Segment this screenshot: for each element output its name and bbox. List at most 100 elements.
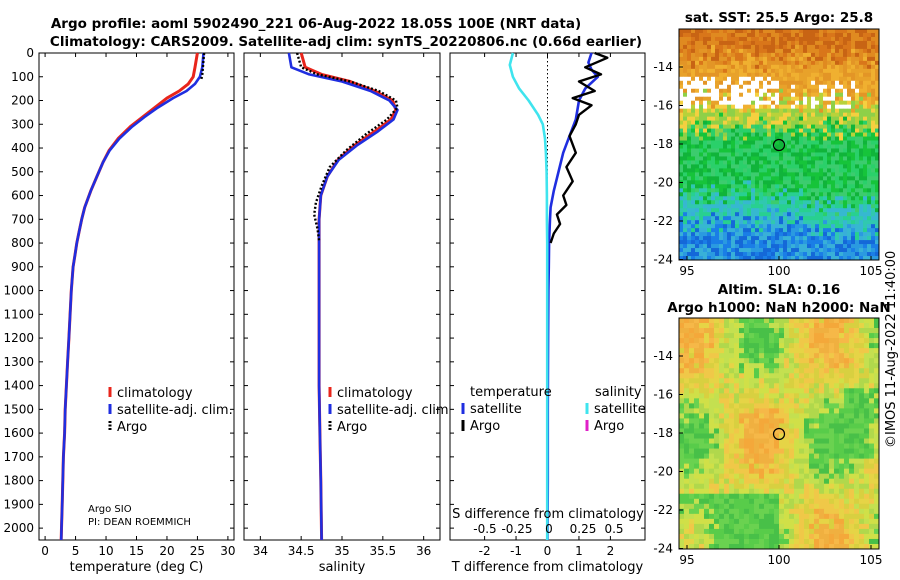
map-cell	[834, 428, 840, 434]
map-cell	[779, 398, 785, 404]
map-cell	[755, 200, 760, 205]
map-cell	[803, 152, 808, 157]
map-cell	[823, 124, 828, 129]
map-cell	[687, 96, 692, 102]
map-cell	[759, 508, 765, 515]
map-cell	[724, 358, 730, 364]
y-tick-label: 700	[11, 212, 34, 226]
map-cell	[851, 44, 856, 50]
map-cell	[839, 212, 844, 217]
map-cell	[775, 184, 780, 189]
map-cell	[803, 176, 808, 181]
map-cell	[729, 338, 735, 344]
map-cell	[799, 188, 804, 193]
map-cell	[819, 232, 824, 237]
map-cell	[729, 318, 735, 324]
map-cell	[831, 188, 836, 193]
map-cell	[724, 448, 730, 454]
map-cell	[764, 348, 770, 354]
map-cell	[824, 368, 830, 374]
map-cell	[807, 52, 812, 58]
series-temperature-argo	[199, 52, 206, 81]
map-cell	[699, 64, 704, 70]
map-cell	[839, 438, 845, 444]
map-cell	[819, 104, 824, 110]
map-cell	[875, 92, 880, 98]
map-cell	[704, 323, 710, 329]
map-cell	[687, 196, 692, 201]
map-cell	[847, 116, 852, 121]
map-cell	[709, 528, 715, 535]
map-cell	[764, 513, 770, 520]
map-cell	[683, 232, 688, 237]
map-cell	[679, 176, 684, 181]
x-tick-label: 0	[544, 544, 552, 558]
map-cell	[811, 132, 816, 137]
map-cell	[679, 120, 684, 125]
map-cell	[814, 508, 820, 515]
map-cell	[699, 120, 704, 125]
map-cell	[864, 468, 870, 475]
map-cell	[799, 108, 804, 114]
map-cell	[807, 172, 812, 177]
map-cell	[695, 232, 700, 237]
map-cell	[859, 204, 864, 209]
map-cell	[703, 100, 708, 106]
map-cell	[867, 48, 872, 54]
map-cell	[679, 413, 685, 419]
map-cell	[731, 180, 736, 185]
map-cell	[679, 76, 684, 82]
map-cell	[779, 108, 784, 114]
map-cell	[775, 100, 780, 106]
map-cell	[835, 196, 840, 201]
map-cell	[871, 120, 876, 125]
map-cell	[875, 172, 880, 177]
map-cell	[689, 383, 695, 389]
map-cell	[771, 72, 776, 78]
map-cell	[843, 48, 848, 54]
map-cell	[691, 224, 696, 229]
map-cell	[683, 140, 688, 145]
map-cell	[735, 76, 740, 82]
map-cell	[703, 108, 708, 114]
map-cell	[771, 172, 776, 177]
map-cell	[727, 64, 732, 70]
map-cell	[699, 184, 704, 189]
map-cell	[787, 256, 792, 261]
map-cell	[759, 160, 764, 165]
map-cell	[831, 256, 836, 261]
map-cell	[724, 398, 730, 404]
map-cell	[743, 100, 748, 106]
map-cell	[803, 68, 808, 74]
map-cell	[691, 164, 696, 169]
map-cell	[855, 224, 860, 229]
map-cell	[751, 84, 756, 90]
map-cell	[774, 448, 780, 454]
map-cell	[755, 100, 760, 106]
map-cell	[854, 513, 860, 520]
map-cell	[843, 92, 848, 98]
map-cell	[749, 443, 755, 449]
map-cell	[875, 236, 880, 241]
map-cell	[763, 196, 768, 201]
map-cell	[771, 29, 776, 34]
panel-temperature: 0100200300400500600700800900100011001200…	[3, 46, 235, 575]
map-cell	[829, 333, 835, 339]
map-cell	[819, 120, 824, 125]
map-cell	[755, 136, 760, 141]
map-cell	[775, 72, 780, 78]
map-cell	[819, 112, 824, 118]
map-cell	[814, 403, 820, 409]
map-cell	[679, 453, 685, 460]
map-cell	[823, 156, 828, 161]
map-cell	[867, 112, 872, 118]
map-cell	[791, 136, 796, 141]
map-cell	[839, 100, 844, 106]
map-cell	[771, 216, 776, 221]
series-salinity-argo	[295, 52, 399, 241]
map-cell	[715, 120, 720, 125]
map-cell	[809, 493, 815, 500]
map-cell	[747, 256, 752, 261]
map-cell	[687, 104, 692, 110]
map-cell	[744, 373, 750, 379]
